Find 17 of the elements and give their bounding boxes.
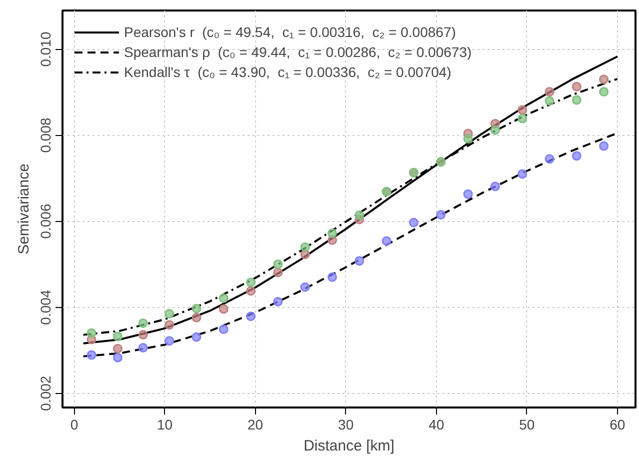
x-axis-title: Distance [km] (304, 438, 394, 454)
y-tick-label: 0.002 (38, 376, 54, 411)
legend-label: Spearman's ρ (c₀ = 49.44, c₁ = 0.00286, c₂ = 0.00673) (124, 44, 472, 60)
legend-label: Pearson's r (c₀ = 49.54, c₁ = 0.00316, c₂ = 0.00867) (124, 24, 456, 40)
legend-label: Kendall's τ (c₀ = 43.90, c₁ = 0.00336, c₂ = 0.00704) (124, 64, 452, 80)
y-tick-label: 0.004 (38, 290, 54, 325)
x-tick-label: 60 (610, 416, 626, 432)
x-tick-label: 10 (157, 416, 173, 432)
x-tick-label: 40 (428, 416, 444, 432)
x-tick-label: 0 (70, 416, 78, 432)
y-tick-label: 0.006 (38, 204, 54, 239)
y-axis-title: Semivariance (16, 164, 32, 254)
x-tick-label: 30 (338, 416, 354, 432)
x-tick-label: 20 (248, 416, 264, 432)
y-tick-label: 0.008 (38, 118, 54, 153)
y-tick-label: 0.010 (38, 31, 54, 67)
x-tick-label: 50 (519, 416, 535, 432)
